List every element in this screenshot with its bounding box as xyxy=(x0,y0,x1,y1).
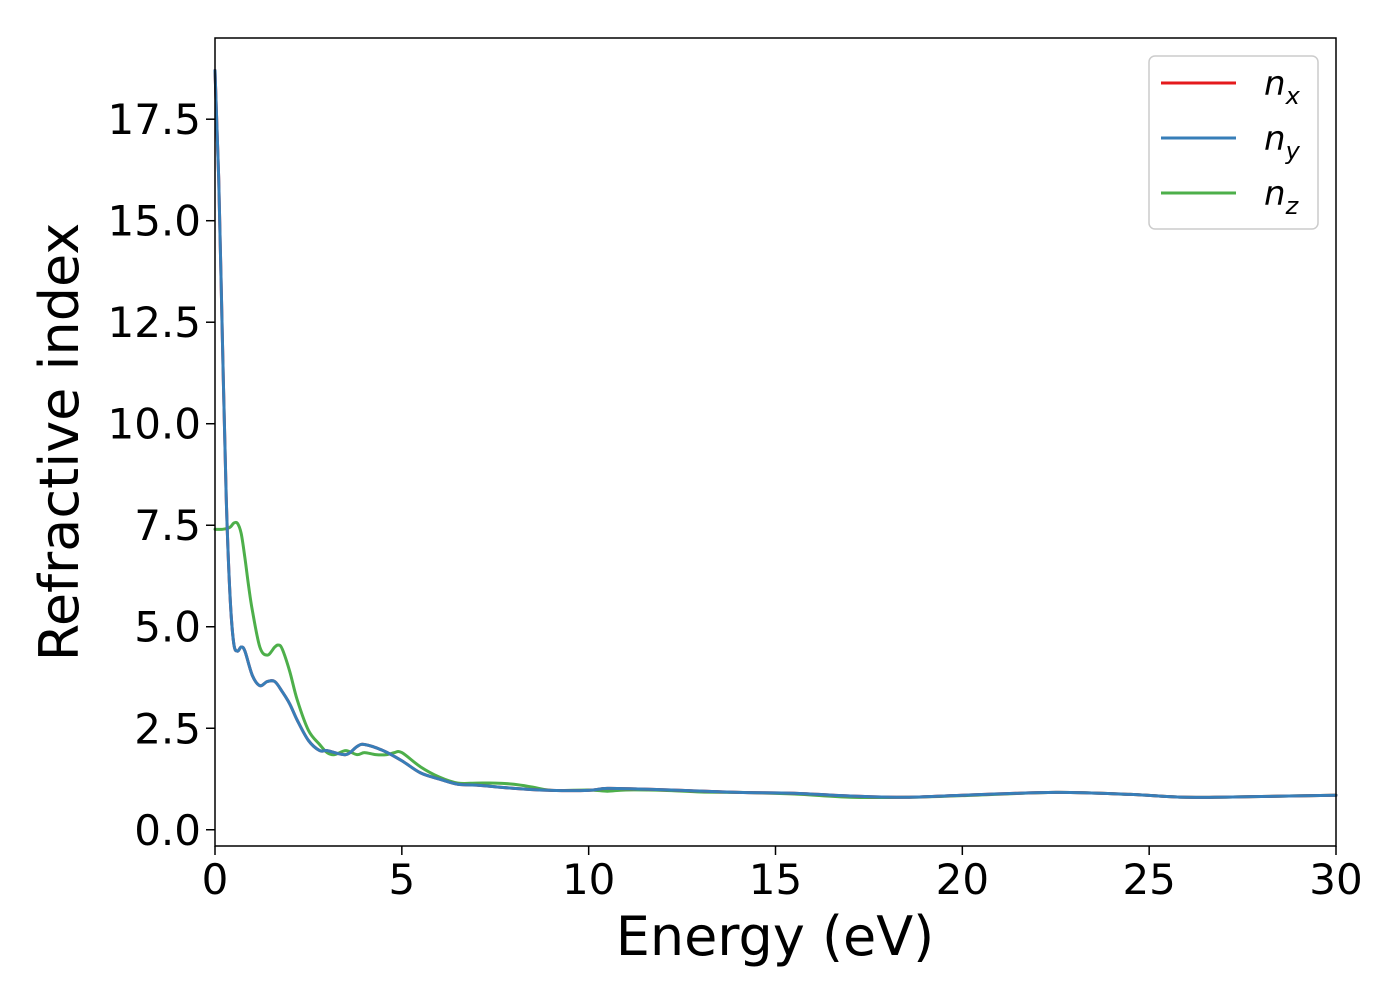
y-axis-ticks: 0.0 2.5 5.0 7.5 10.0 12.5 15.0 17.5 xyxy=(107,95,215,855)
plot-lines xyxy=(213,68,1338,800)
y-tick-label: 12.5 xyxy=(107,298,201,347)
x-tick-label: 0 xyxy=(202,855,229,904)
legend-label-subscript: y xyxy=(1285,137,1301,165)
legend-label-base: n xyxy=(1264,119,1286,159)
y-tick-label: 17.5 xyxy=(107,95,201,144)
y-tick-label: 10.0 xyxy=(107,400,201,449)
legend-label-base: n xyxy=(1264,64,1286,104)
y-tick-label: 5.0 xyxy=(134,603,201,652)
series-line-y xyxy=(213,68,1338,799)
x-tick-label: 20 xyxy=(936,855,989,904)
x-axis-title: Energy (eV) xyxy=(616,905,935,968)
legend-label-z: nz xyxy=(1264,174,1300,220)
legend-label-x: nx xyxy=(1264,64,1301,110)
y-tick-label: 7.5 xyxy=(134,501,201,550)
x-tick-label: 15 xyxy=(749,855,802,904)
legend-label-base: n xyxy=(1264,174,1286,214)
x-tick-label: 30 xyxy=(1309,855,1362,904)
legend-label-subscript: z xyxy=(1285,192,1300,220)
y-axis-title: Refractive index xyxy=(28,223,91,662)
series-line-z xyxy=(213,520,1338,800)
legend-frame xyxy=(1148,55,1319,230)
x-axis-ticks: 0 5 10 15 20 25 30 xyxy=(202,846,1363,904)
x-tick-label: 25 xyxy=(1122,855,1175,904)
y-tick-label: 2.5 xyxy=(134,704,201,753)
legend-label-subscript: x xyxy=(1285,82,1301,110)
y-tick-label: 15.0 xyxy=(107,197,201,246)
x-tick-label: 5 xyxy=(388,855,415,904)
y-tick-label: 0.0 xyxy=(134,806,201,855)
legend-label-y: ny xyxy=(1264,119,1301,165)
x-tick-label: 10 xyxy=(562,855,615,904)
